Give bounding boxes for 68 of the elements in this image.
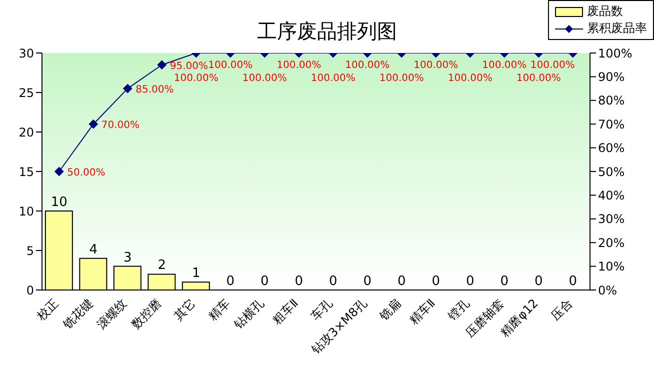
- data-label: 100.00%: [208, 60, 253, 71]
- data-label: 4: [89, 242, 98, 258]
- x-tick-label: 其它: [171, 296, 198, 324]
- data-label: 0: [294, 274, 304, 289]
- data-label: 95.00%: [170, 60, 208, 72]
- data-label: 0: [500, 274, 509, 289]
- y-tick-label: 0: [26, 283, 34, 298]
- y2-tick-label: 80%: [598, 94, 625, 108]
- data-label: 10: [50, 195, 68, 210]
- y2-tick-label: 100%: [598, 46, 632, 60]
- point: [123, 84, 132, 94]
- y-tick-label: 30: [18, 46, 34, 60]
- data-label: 100.00%: [276, 60, 322, 71]
- data-label: 100.00%: [482, 60, 527, 71]
- data-label: 100.00%: [414, 60, 458, 71]
- data-label: 100.00%: [174, 73, 218, 84]
- data-label: 100.00%: [530, 60, 575, 71]
- data-label: 50.00%: [67, 168, 106, 178]
- data-label: 0: [432, 274, 440, 289]
- data-label: 100.00%: [310, 73, 356, 84]
- data-label: 100.00%: [516, 73, 561, 84]
- data-label: 0: [260, 274, 269, 289]
- y-tick-label: 10: [18, 204, 34, 218]
- data-label: 100.00%: [448, 73, 492, 84]
- data-label: 100.00%: [379, 73, 424, 84]
- x-tick-label: 粗车Ⅱ: [270, 296, 301, 328]
- x-tick-label: 铣扁: [376, 296, 404, 324]
- data-label: 2: [158, 258, 166, 274]
- legend-label: 废品数: [587, 3, 623, 20]
- y2-tick-label: 70%: [598, 117, 625, 132]
- y-tick-label: 5: [26, 244, 34, 258]
- data-label: 1: [192, 266, 200, 282]
- data-label: 0: [568, 274, 578, 289]
- x-tick-label: 校正: [34, 296, 62, 324]
- x-tick-label: 压合: [548, 296, 575, 324]
- data-label: 3: [123, 250, 132, 266]
- y-tick-label: 15: [18, 164, 34, 179]
- x-tick-label: 数控磨: [128, 296, 164, 332]
- y2-tick-label: 60%: [598, 141, 625, 156]
- data-label: 70.00%: [101, 120, 140, 132]
- data-label: 0: [363, 274, 372, 289]
- point: [88, 120, 98, 129]
- x-tick-label: 精车: [206, 296, 232, 324]
- y-tick-label: 20: [18, 125, 34, 140]
- y2-tick-label: 10%: [598, 260, 625, 274]
- y2-tick-label: 50%: [598, 164, 625, 179]
- data-label: 0: [534, 274, 543, 289]
- data-label: 100.00%: [242, 73, 287, 84]
- data-label: 0: [226, 274, 235, 289]
- y2-tick-label: 40%: [598, 188, 625, 202]
- x-tick-label: 镗孔: [444, 296, 472, 324]
- data-label: 100.00%: [345, 60, 390, 71]
- chart-title: 工序废品排列图: [257, 19, 397, 43]
- x-tick-label: 滚螺纹: [94, 296, 130, 332]
- data-label: 0: [328, 274, 338, 289]
- data-label: 85.00%: [136, 84, 174, 96]
- x-tick-label: 精车Ⅱ: [406, 296, 438, 328]
- y2-tick-label: 90%: [598, 70, 625, 84]
- y2-tick-label: 20%: [598, 236, 625, 250]
- data-label: 0: [397, 274, 406, 289]
- x-tick-label: 钻横孔: [230, 296, 267, 332]
- y2-tick-label: 30%: [598, 212, 625, 226]
- x-tick-label: 铣花键: [59, 296, 96, 332]
- data-label: 0: [466, 274, 474, 289]
- y-tick-label: 25: [18, 86, 34, 100]
- y2-tick-label: 0%: [598, 283, 618, 298]
- point: [54, 167, 64, 176]
- legend-label: 累积废品率: [587, 20, 647, 37]
